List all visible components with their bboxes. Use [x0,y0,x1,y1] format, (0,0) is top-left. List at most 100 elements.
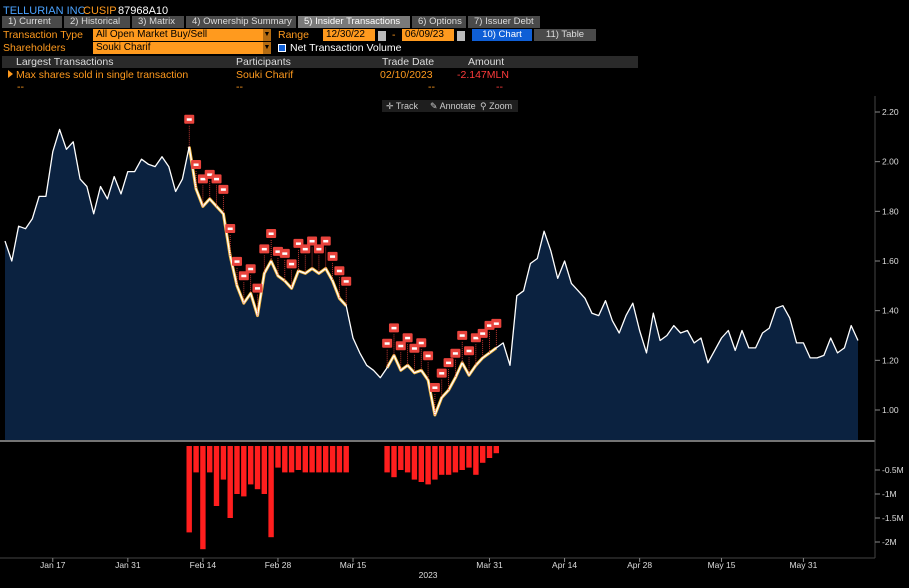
sell-marker-glyph [439,372,445,375]
volume-tick-label: -0.5M [882,465,904,475]
volume-bar [466,446,472,468]
sell-marker-glyph [282,252,288,255]
chart-button[interactable]: 10) Chart [472,29,532,41]
pencil-icon: ✎ [430,101,438,111]
sell-marker-glyph [241,274,247,278]
volume-bar [213,446,220,506]
zoom-tool[interactable]: ⚲ Zoom [480,100,512,112]
range-label: Range [278,29,309,41]
x-tick-label: May 31 [789,560,817,570]
sell-marker-glyph [432,386,438,389]
sell-marker-glyph [330,255,336,258]
tab-ownership-summary[interactable]: 4) Ownership Summary [186,16,296,28]
row-description: Max shares sold in single transaction [8,69,188,81]
title-bar: TELLURIAN INC CUSIP 87968A10 [0,2,909,17]
x-tick-label: Apr 14 [552,560,577,570]
sell-marker-glyph [487,324,493,327]
cusip-value: 87968A10 [118,5,169,17]
shareholders-value: Souki Charif [96,42,151,53]
x-tick-label: Feb 14 [190,560,217,570]
sell-marker-glyph [309,239,315,243]
calendar-icon[interactable] [377,30,387,42]
annotate-label: Annotate [439,101,476,111]
sell-marker-glyph [200,177,206,181]
x-tick-label: Apr 28 [627,560,652,570]
range-start-input[interactable]: 12/30/22 [323,29,375,41]
shareholders-label: Shareholders [3,42,66,54]
expand-arrow-icon [8,70,13,78]
shareholders-dropdown[interactable]: Souki Charif ▼ [93,42,271,54]
row-trade-date: -- [428,81,435,93]
tab-issuer-debt[interactable]: 7) Issuer Debt [468,16,540,28]
volume-bar [220,446,227,480]
volume-bar [268,446,274,538]
tab-options[interactable]: 6) Options [412,16,466,28]
col-amount: Amount [468,56,505,68]
track-tool[interactable]: ✛ Track [386,100,418,112]
net-volume-label: Net Transaction Volume [290,42,402,54]
volume-bar [432,446,438,480]
tab-insider-transactions[interactable]: 5) Insider Transactions [298,16,410,28]
volume-bar [411,446,418,480]
sell-marker-glyph [384,342,390,345]
transaction-type-dropdown[interactable]: All Open Market Buy/Sell ▼ [93,29,271,41]
col-largest-transactions: Largest Transactions [16,56,114,68]
annotate-tool[interactable]: ✎ Annotate [430,100,476,112]
sell-marker-glyph [446,361,452,365]
sell-marker-glyph [207,173,213,176]
volume-bar [336,446,343,473]
sell-marker-glyph [323,239,329,243]
volume-bar [493,446,499,454]
net-volume-checkbox[interactable] [278,44,286,52]
volume-bar [295,446,302,470]
sell-marker-glyph [411,347,417,350]
range-separator: - [392,29,396,41]
price-tick-label: 2.20 [882,107,899,117]
tab-matrix[interactable]: 3) Matrix [132,16,184,28]
sell-marker-glyph [405,336,411,340]
calendar-icon[interactable] [456,30,466,42]
volume-bar [207,446,213,473]
sell-marker-glyph [466,349,472,353]
volume-bar [439,446,445,475]
row-description: -- [17,81,24,93]
sell-marker-glyph [275,250,281,253]
chevron-down-icon: ▼ [263,29,271,41]
volume-bar [309,446,315,473]
volume-bar [193,446,199,473]
volume-bar [275,446,281,468]
sell-marker-glyph [214,177,220,181]
tab-historical[interactable]: 2) Historical [64,16,130,28]
sell-marker-glyph [295,242,301,245]
transaction-type-label: Transaction Type [3,29,83,41]
track-label: Track [395,101,419,111]
range-end-input[interactable]: 06/09/23 [402,29,454,41]
volume-bar [418,446,424,482]
sell-marker-glyph [480,332,486,335]
volume-bar [473,446,479,475]
x-tick-label: Jan 17 [40,560,66,570]
zoom-label: Zoom [489,101,513,111]
chevron-down-icon: ▼ [263,42,271,54]
sell-marker-glyph [343,280,349,283]
sell-marker-glyph [227,227,233,231]
x-year-label: 2023 [419,570,438,580]
row-participant: Souki Charif [236,69,294,81]
tab-current[interactable]: 1) Current [2,16,62,28]
sell-marker-glyph [302,247,308,251]
chart-toolbar: ✛ Track ✎ Annotate ⚲ Zoom [382,100,518,112]
volume-bar [391,446,397,478]
sell-marker-glyph [473,336,479,340]
price-line [4,128,859,416]
x-tick-label: Mar 31 [476,560,503,570]
volume-bar [282,446,288,473]
company-name: TELLURIAN INC [3,5,86,17]
volume-bar [343,446,349,473]
volume-bar [486,446,493,458]
table-button[interactable]: 11) Table [534,29,596,41]
price-tick-label: 1.00 [882,405,899,415]
sell-marker-glyph [193,163,199,166]
sell-marker-glyph [248,267,254,271]
sell-marker-glyph [398,344,404,348]
